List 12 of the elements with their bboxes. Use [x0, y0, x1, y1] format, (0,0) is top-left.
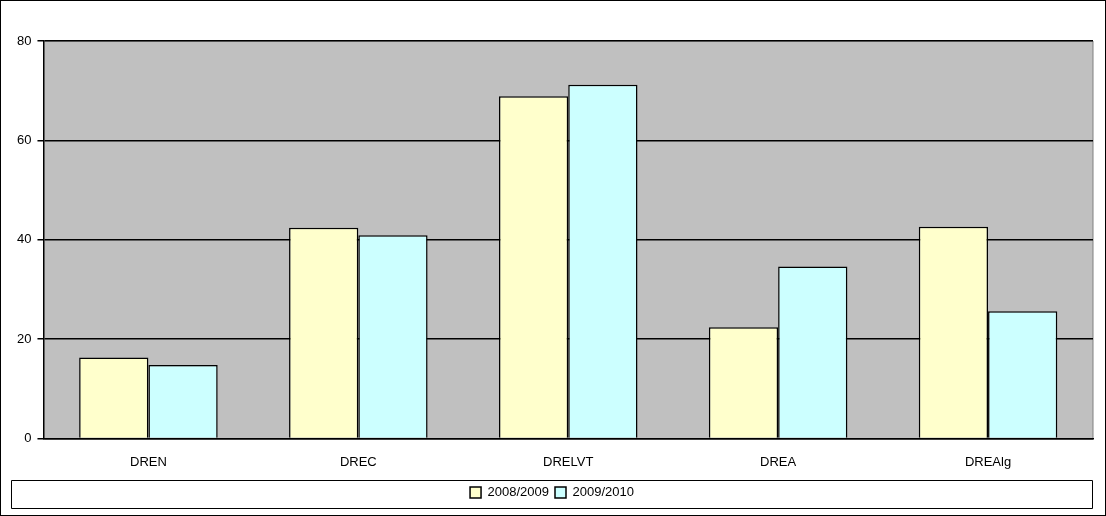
- y-tick-label: 0: [24, 429, 32, 445]
- y-tick-label: 40: [16, 231, 32, 247]
- y-tick-label: 80: [16, 32, 32, 48]
- x-tick-label: DREA: [760, 453, 797, 469]
- y-tick-label: 20: [16, 330, 32, 346]
- x-tick-label: DREAlg: [964, 453, 1012, 469]
- y-tick-label: 60: [16, 131, 32, 147]
- x-tick-label: DRELVT: [543, 453, 594, 469]
- legend-label: 2009/2010: [572, 484, 634, 500]
- legend-label: 2008/2009: [487, 484, 549, 500]
- x-tick-label: DREN: [129, 453, 167, 469]
- x-tick-label: DREC: [339, 453, 377, 469]
